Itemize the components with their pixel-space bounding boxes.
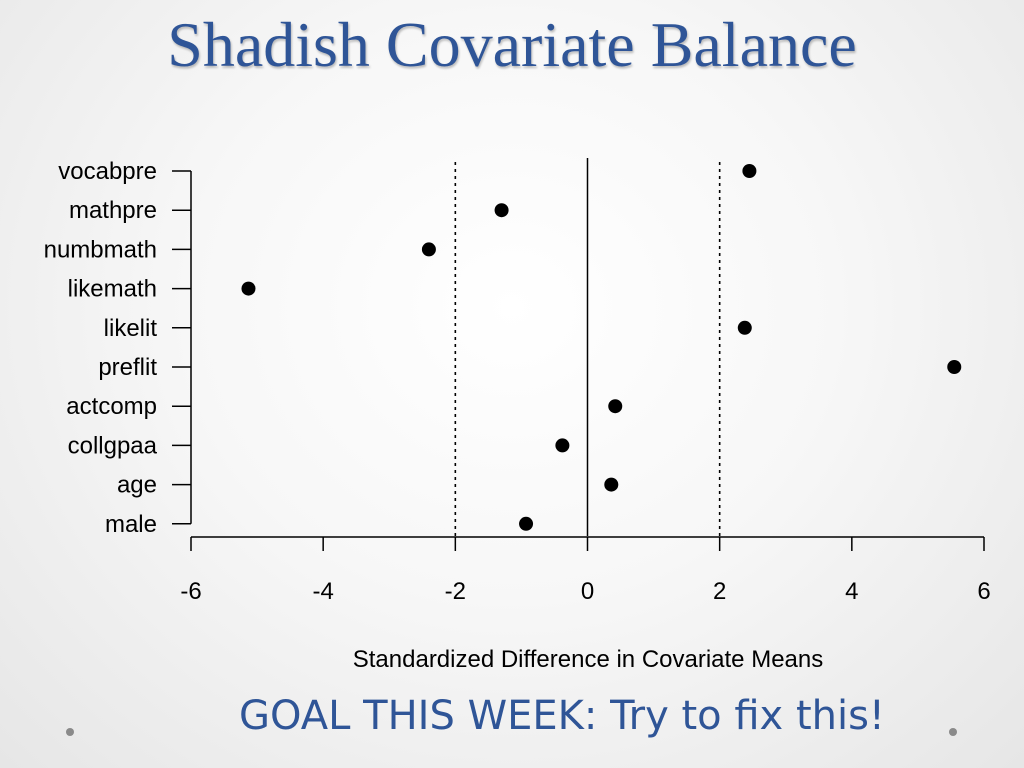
x-axis-label: Standardized Difference in Covariate Mea… bbox=[353, 646, 823, 673]
y-tick-label: likelit bbox=[104, 315, 158, 342]
data-point-collgpaa bbox=[555, 438, 570, 453]
data-point-numbmath bbox=[421, 242, 436, 257]
x-tick-label: 0 bbox=[581, 578, 594, 605]
reference-lines bbox=[454, 158, 721, 536]
goal-text: GOAL THIS WEEK: Try to fix this! bbox=[239, 693, 885, 739]
x-tick-label: -6 bbox=[180, 578, 201, 605]
y-tick-label: age bbox=[117, 472, 157, 499]
x-tick-label: -2 bbox=[445, 578, 466, 605]
data-point-preflit bbox=[947, 360, 962, 374]
y-tick-label: actcomp bbox=[66, 393, 157, 420]
y-tick-label: collgpaa bbox=[68, 432, 158, 459]
data-point-male bbox=[519, 516, 534, 531]
x-axis: -6 -4 -2 0 2 4 6 bbox=[180, 536, 991, 605]
y-tick-label: preflit bbox=[98, 354, 157, 381]
y-tick-label: mathpre bbox=[69, 197, 157, 224]
y-axis: vocabpre mathpre numbmath likemath likelit pr… bbox=[44, 158, 192, 538]
data-point-age bbox=[604, 477, 619, 492]
x-tick-label: 2 bbox=[713, 578, 726, 605]
data-point-actcomp bbox=[608, 399, 623, 414]
data-point-mathpre bbox=[494, 203, 509, 218]
data-points bbox=[241, 164, 962, 531]
x-tick-label: 4 bbox=[845, 578, 858, 605]
x-tick-label: 6 bbox=[977, 578, 990, 605]
data-point-vocabpre bbox=[742, 164, 757, 178]
data-point-likemath bbox=[241, 281, 256, 296]
data-point-likelit bbox=[737, 320, 752, 335]
slide-dot-right bbox=[949, 728, 957, 736]
x-tick-label: -4 bbox=[312, 578, 333, 605]
y-tick-label: vocabpre bbox=[58, 158, 157, 185]
y-tick-label: male bbox=[105, 511, 157, 538]
slide-title: Shadish Covariate Balance bbox=[167, 9, 857, 80]
y-tick-label: likemath bbox=[68, 276, 157, 303]
slide-dot-left bbox=[66, 728, 74, 736]
y-tick-label: numbmath bbox=[44, 236, 157, 263]
